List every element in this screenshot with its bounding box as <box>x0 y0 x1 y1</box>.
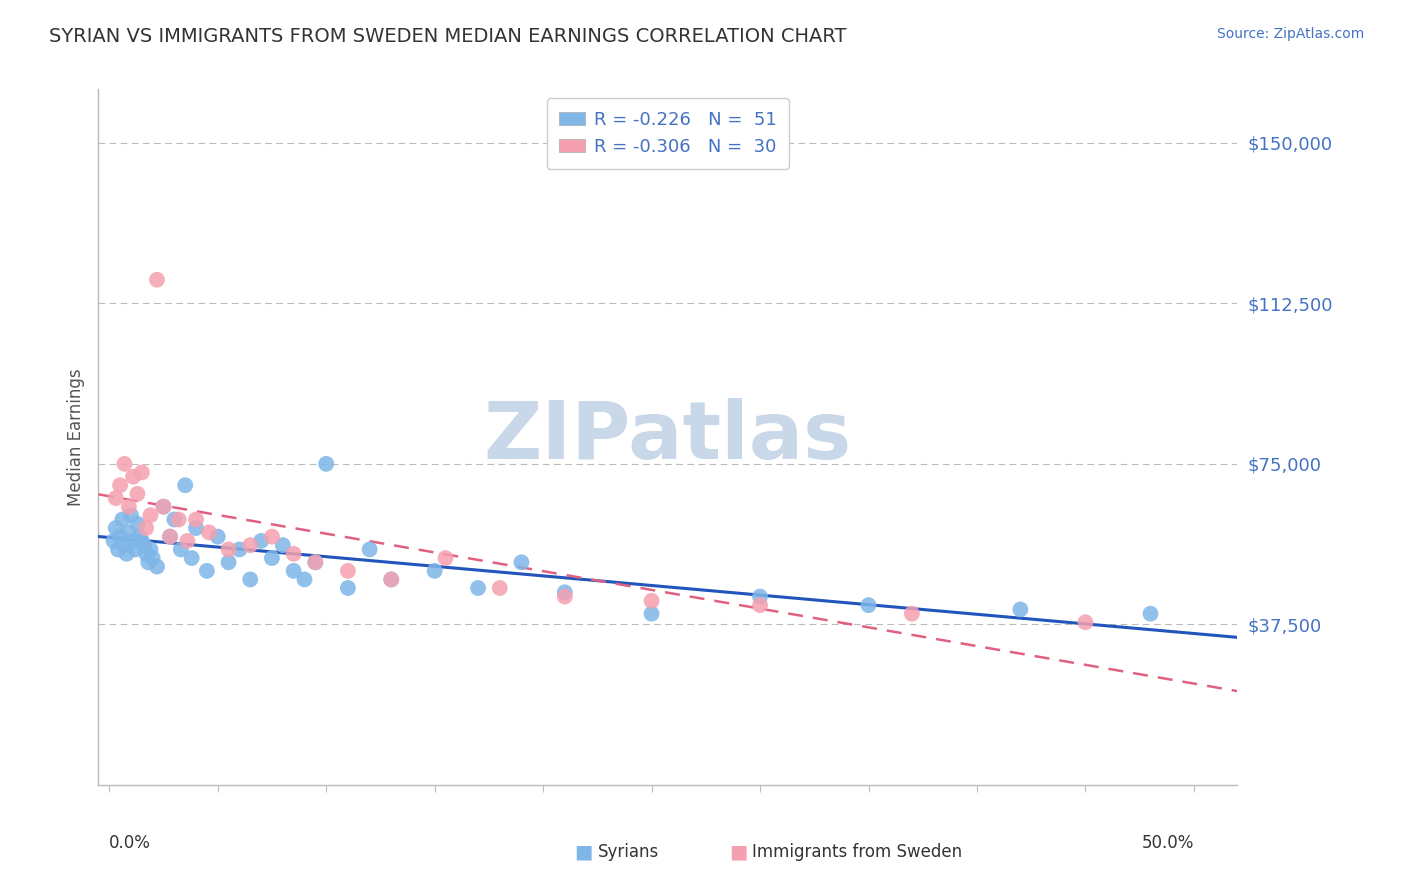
Point <box>107 542 129 557</box>
Point <box>423 564 446 578</box>
Point <box>142 551 165 566</box>
Point <box>380 573 402 587</box>
Text: SYRIAN VS IMMIGRANTS FROM SWEDEN MEDIAN EARNINGS CORRELATION CHART: SYRIAN VS IMMIGRANTS FROM SWEDEN MEDIAN … <box>49 27 846 45</box>
Point <box>239 573 262 587</box>
Point <box>640 594 662 608</box>
Point <box>184 512 207 526</box>
Point <box>114 538 136 552</box>
Point <box>135 547 157 561</box>
Point <box>359 542 381 557</box>
Point <box>260 530 283 544</box>
Point <box>120 508 142 523</box>
Point <box>304 555 326 569</box>
Text: ■: ■ <box>574 842 593 862</box>
Text: Source: ZipAtlas.com: Source: ZipAtlas.com <box>1216 27 1364 41</box>
Point <box>218 542 240 557</box>
Point <box>901 607 924 621</box>
Point <box>114 457 136 471</box>
Point <box>336 581 359 595</box>
Point <box>239 538 262 552</box>
Point <box>858 598 880 612</box>
Point <box>159 530 181 544</box>
Text: Syrians: Syrians <box>598 843 659 861</box>
Text: 50.0%: 50.0% <box>1142 834 1194 852</box>
Point <box>111 512 134 526</box>
Point <box>128 530 150 544</box>
Point <box>749 598 772 612</box>
Point <box>118 500 141 514</box>
Point <box>152 500 174 514</box>
Point <box>195 564 218 578</box>
Point <box>434 551 457 566</box>
Point <box>184 521 207 535</box>
Point <box>132 538 155 552</box>
Point <box>127 487 149 501</box>
Point <box>260 551 283 566</box>
Point <box>167 512 190 526</box>
Text: 0.0%: 0.0% <box>110 834 150 852</box>
Point <box>207 530 229 544</box>
Point <box>467 581 489 595</box>
Point <box>122 469 145 483</box>
Point <box>104 521 127 535</box>
Point <box>510 555 533 569</box>
Point <box>198 525 221 540</box>
Point <box>124 542 146 557</box>
Point <box>283 547 305 561</box>
Point <box>218 555 240 569</box>
Point <box>108 530 131 544</box>
Point <box>304 555 326 569</box>
Point <box>228 542 250 557</box>
Point <box>135 521 157 535</box>
Point <box>174 478 197 492</box>
Point <box>1139 607 1161 621</box>
Point <box>118 525 141 540</box>
Point <box>136 555 159 569</box>
Point <box>131 533 153 548</box>
Point <box>554 585 576 599</box>
Point <box>146 273 169 287</box>
Point <box>315 457 337 471</box>
Point <box>115 547 138 561</box>
Point <box>104 491 127 505</box>
Point <box>271 538 294 552</box>
Point <box>283 564 305 578</box>
Point <box>176 533 198 548</box>
Legend: R = -0.226   N =  51, R = -0.306   N =  30: R = -0.226 N = 51, R = -0.306 N = 30 <box>547 98 789 169</box>
Point <box>139 542 162 557</box>
Point <box>294 573 316 587</box>
Point <box>127 516 149 531</box>
Point <box>131 466 153 480</box>
Point <box>152 500 174 514</box>
Point <box>170 542 193 557</box>
Point <box>146 559 169 574</box>
Point <box>640 607 662 621</box>
Point <box>554 590 576 604</box>
Point <box>108 478 131 492</box>
Y-axis label: Median Earnings: Median Earnings <box>66 368 84 506</box>
Point <box>380 573 402 587</box>
Point <box>139 508 162 523</box>
Point <box>336 564 359 578</box>
Point <box>122 533 145 548</box>
Point <box>180 551 202 566</box>
Point <box>749 590 772 604</box>
Point <box>103 533 125 548</box>
Point <box>250 533 273 548</box>
Text: ■: ■ <box>728 842 748 862</box>
Point <box>159 530 181 544</box>
Text: ZIPatlas: ZIPatlas <box>484 398 852 476</box>
Point <box>1010 602 1032 616</box>
Text: Immigrants from Sweden: Immigrants from Sweden <box>752 843 962 861</box>
Point <box>1074 615 1097 630</box>
Point <box>163 512 186 526</box>
Point <box>488 581 510 595</box>
